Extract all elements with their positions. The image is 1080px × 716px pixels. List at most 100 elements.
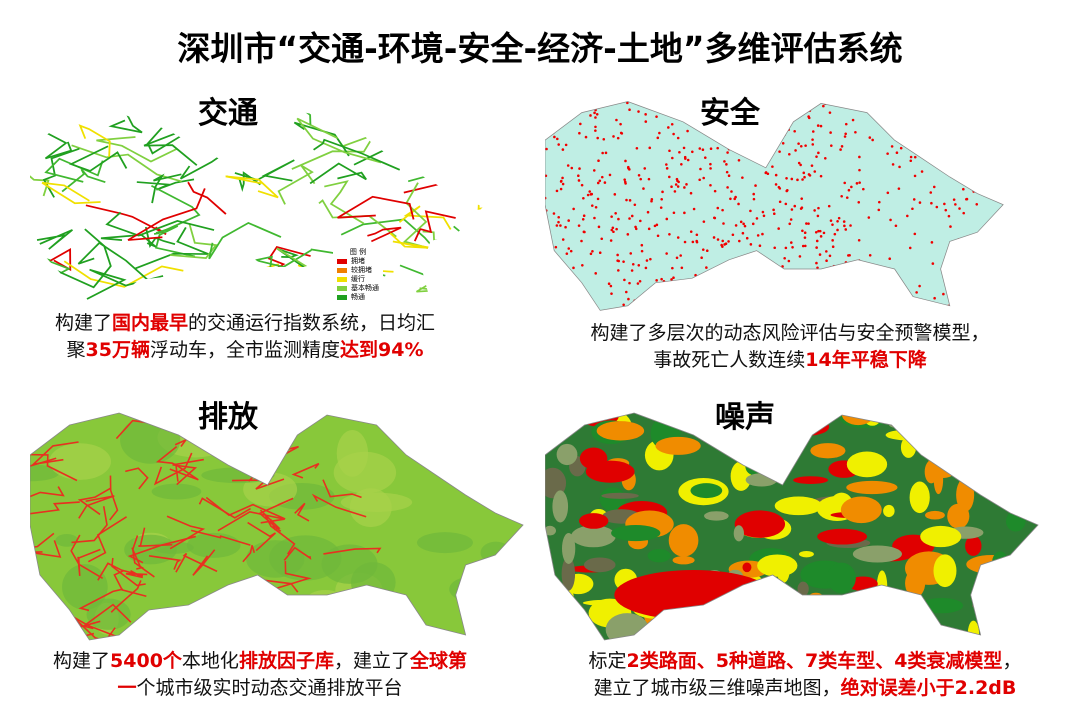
risk-dot <box>753 297 757 300</box>
risk-dot <box>857 238 861 242</box>
risk-dot <box>661 297 665 300</box>
risk-dot <box>844 228 848 231</box>
risk-dot <box>900 136 904 140</box>
risk-dot <box>855 182 859 185</box>
caption: 标定2类路面、5种道路、7类车型、4类衰减模型， 建立了城市级三维噪声地图，绝对误… <box>545 648 1065 702</box>
risk-dot <box>680 162 683 166</box>
noise-zone <box>810 443 846 459</box>
risk-dot <box>876 101 879 103</box>
risk-dot <box>960 240 964 243</box>
road <box>410 112 459 152</box>
risk-dot <box>668 233 671 236</box>
risk-dot <box>630 214 634 218</box>
risk-dot <box>597 225 601 229</box>
risk-dot <box>813 209 816 212</box>
risk-dot <box>659 206 663 209</box>
risk-dot <box>590 192 594 196</box>
risk-dot <box>628 108 631 111</box>
risk-dot <box>595 113 599 116</box>
risk-dot <box>932 185 936 189</box>
legend-swatch <box>337 294 347 300</box>
risk-dot <box>775 305 778 308</box>
risk-dot <box>623 178 626 181</box>
risk-dot <box>764 282 768 285</box>
risk-dot <box>935 127 939 130</box>
risk-dot <box>571 105 574 108</box>
risk-dot <box>947 214 951 218</box>
outline <box>545 101 1004 311</box>
patch <box>463 413 497 443</box>
road <box>477 189 484 210</box>
risk-dot <box>788 222 792 226</box>
emission-road <box>192 549 216 576</box>
emission-road <box>258 497 294 532</box>
risk-dot <box>958 207 961 210</box>
risk-dot <box>844 122 848 126</box>
risk-dot <box>920 170 924 173</box>
risk-dot <box>556 137 559 141</box>
noise-zone <box>742 562 752 573</box>
risk-dot <box>934 118 938 122</box>
noise-zone <box>905 569 926 598</box>
risk-dot <box>754 153 758 156</box>
risk-dot <box>881 122 885 126</box>
risk-dot <box>913 109 916 113</box>
risk-dot <box>656 234 660 238</box>
risk-dot <box>950 90 953 93</box>
caption-text: 构建了多层次的动态风险评估与安全预警模型， <box>590 322 990 344</box>
risk-dot <box>790 241 793 244</box>
outline <box>545 412 1039 641</box>
risk-dot <box>814 230 818 234</box>
risk-dot <box>813 170 817 173</box>
risk-dot <box>930 241 934 244</box>
noise-zone <box>690 483 723 499</box>
risk-dot <box>685 183 688 186</box>
risk-dot <box>986 243 989 246</box>
risk-dot <box>854 130 857 134</box>
risk-dot <box>816 214 820 218</box>
risk-dot <box>906 214 909 218</box>
emission-road <box>294 502 310 522</box>
risk-dot <box>597 92 600 95</box>
caption-text: ， <box>1002 650 1022 672</box>
risk-dot <box>969 290 973 294</box>
risk-dot <box>575 108 578 112</box>
patch <box>140 612 162 633</box>
emission-road <box>138 527 173 547</box>
risk-dot <box>811 138 814 141</box>
risk-dot <box>991 148 995 152</box>
risk-dot <box>726 186 729 189</box>
risk-dot <box>552 113 555 116</box>
risk-dot <box>886 191 890 195</box>
noise-zone <box>852 545 902 563</box>
risk-dot <box>774 173 778 177</box>
noise-zone <box>797 581 809 597</box>
risk-dot <box>943 202 946 206</box>
risk-dot <box>754 184 757 187</box>
risk-dot <box>694 292 697 296</box>
legend-title: 图 例 <box>349 248 367 256</box>
risk-dot <box>614 88 617 91</box>
risk-dot <box>890 145 894 148</box>
risk-dot <box>747 285 750 289</box>
risk-dot <box>818 229 822 233</box>
risk-dot <box>935 159 939 162</box>
caption-text: 本地化 <box>181 650 239 672</box>
risk-dot <box>650 197 654 201</box>
risk-dot <box>665 217 669 221</box>
road <box>30 110 86 116</box>
emission-road <box>273 625 307 640</box>
risk-dot <box>897 187 901 190</box>
risk-dot <box>730 190 733 193</box>
legend-label: 缓行 <box>351 275 365 283</box>
risk-dot <box>994 109 997 113</box>
legend-item: 缓行 <box>337 275 379 284</box>
risk-dot <box>676 236 680 239</box>
noise-zone <box>793 476 829 484</box>
road <box>44 131 73 160</box>
road <box>30 142 50 197</box>
risk-dot <box>803 236 807 239</box>
risk-dot <box>701 248 705 251</box>
risk-dot <box>678 150 681 154</box>
emission-road <box>264 515 296 555</box>
